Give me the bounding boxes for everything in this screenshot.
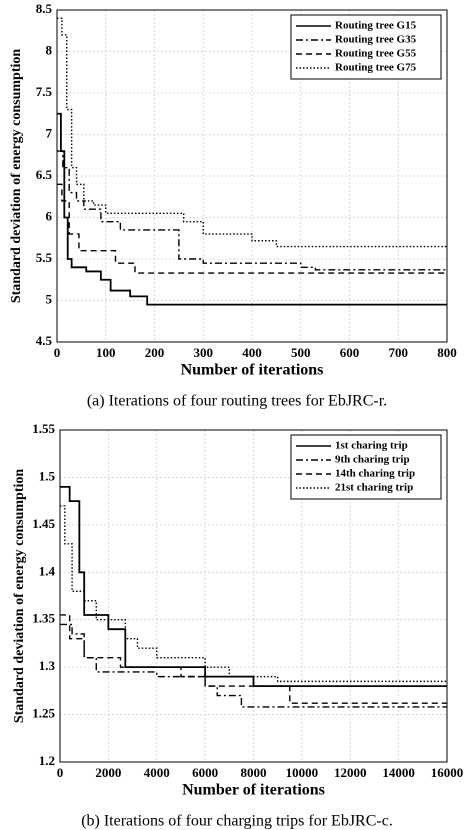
y-tick-label: 4.5 bbox=[36, 333, 53, 348]
x-tick-label: 300 bbox=[194, 345, 214, 360]
x-tick-label: 0 bbox=[57, 765, 64, 780]
x-tick-label: 2000 bbox=[95, 765, 121, 780]
y-tick-label: 8.5 bbox=[36, 1, 53, 16]
y-tick-label: 1.25 bbox=[32, 706, 55, 721]
plot-frame bbox=[56, 9, 448, 343]
plot-frame bbox=[59, 429, 448, 763]
x-tick-label: 14000 bbox=[382, 765, 415, 780]
series-line bbox=[57, 17, 447, 248]
series-line bbox=[57, 150, 447, 271]
x-tick-label: 8000 bbox=[241, 765, 267, 780]
y-axis-label: Standard deviation of energy consumption bbox=[12, 469, 27, 724]
x-tick-label: 600 bbox=[340, 345, 360, 360]
legend-label: 1st charing trip bbox=[335, 440, 408, 452]
x-tick-label: 500 bbox=[291, 345, 311, 360]
y-tick-label: 1.5 bbox=[39, 468, 56, 483]
y-tick-label: 1.3 bbox=[39, 658, 56, 673]
y-tick-label: 1.55 bbox=[32, 421, 55, 436]
y-tick-label: 6 bbox=[46, 208, 53, 223]
y-tick-label: 5.5 bbox=[36, 250, 53, 265]
x-tick-label: 800 bbox=[437, 345, 457, 360]
x-tick-label: 100 bbox=[96, 345, 116, 360]
legend-label: 9th charing trip bbox=[335, 454, 410, 466]
y-tick-label: 5 bbox=[46, 291, 53, 306]
series-line bbox=[60, 614, 447, 704]
series-line bbox=[57, 183, 447, 274]
y-tick-label: 1.45 bbox=[32, 516, 55, 531]
series-line bbox=[60, 505, 447, 683]
y-tick-label: 1.35 bbox=[32, 611, 55, 626]
caption: (a) Iterations of four routing trees for… bbox=[87, 393, 387, 410]
y-tick-label: 8 bbox=[46, 42, 53, 57]
y-tick-label: 1.2 bbox=[39, 753, 55, 768]
legend-box bbox=[290, 434, 442, 500]
series-line bbox=[57, 112, 447, 306]
y-axis-label: Standard deviation of energy consumption bbox=[9, 49, 24, 304]
x-tick-label: 12000 bbox=[334, 765, 367, 780]
x-tick-label: 16000 bbox=[431, 765, 464, 780]
x-tick-label: 700 bbox=[389, 345, 409, 360]
legend-label: 21st charing trip bbox=[335, 482, 413, 494]
x-tick-label: 6000 bbox=[192, 765, 218, 780]
legend-label: Routing tree G75 bbox=[335, 62, 417, 74]
legend-label: 14th charing trip bbox=[335, 468, 415, 480]
y-tick-label: 7 bbox=[46, 125, 53, 140]
y-tick-label: 6.5 bbox=[36, 167, 53, 182]
x-tick-label: 4000 bbox=[144, 765, 170, 780]
caption: (b) Iterations of four charging trips fo… bbox=[81, 813, 393, 830]
x-axis-label: Number of iterations bbox=[181, 362, 324, 379]
legend-label: Routing tree G15 bbox=[335, 20, 417, 32]
x-tick-label: 10000 bbox=[286, 765, 319, 780]
x-tick-label: 200 bbox=[145, 345, 165, 360]
x-tick-label: 0 bbox=[54, 345, 61, 360]
series-line bbox=[60, 623, 447, 708]
legend-label: Routing tree G35 bbox=[335, 34, 417, 46]
y-tick-label: 7.5 bbox=[36, 84, 53, 99]
y-tick-label: 1.4 bbox=[39, 563, 56, 578]
legend-label: Routing tree G55 bbox=[335, 48, 417, 60]
x-tick-label: 400 bbox=[242, 345, 262, 360]
x-axis-label: Number of iterations bbox=[182, 782, 325, 799]
